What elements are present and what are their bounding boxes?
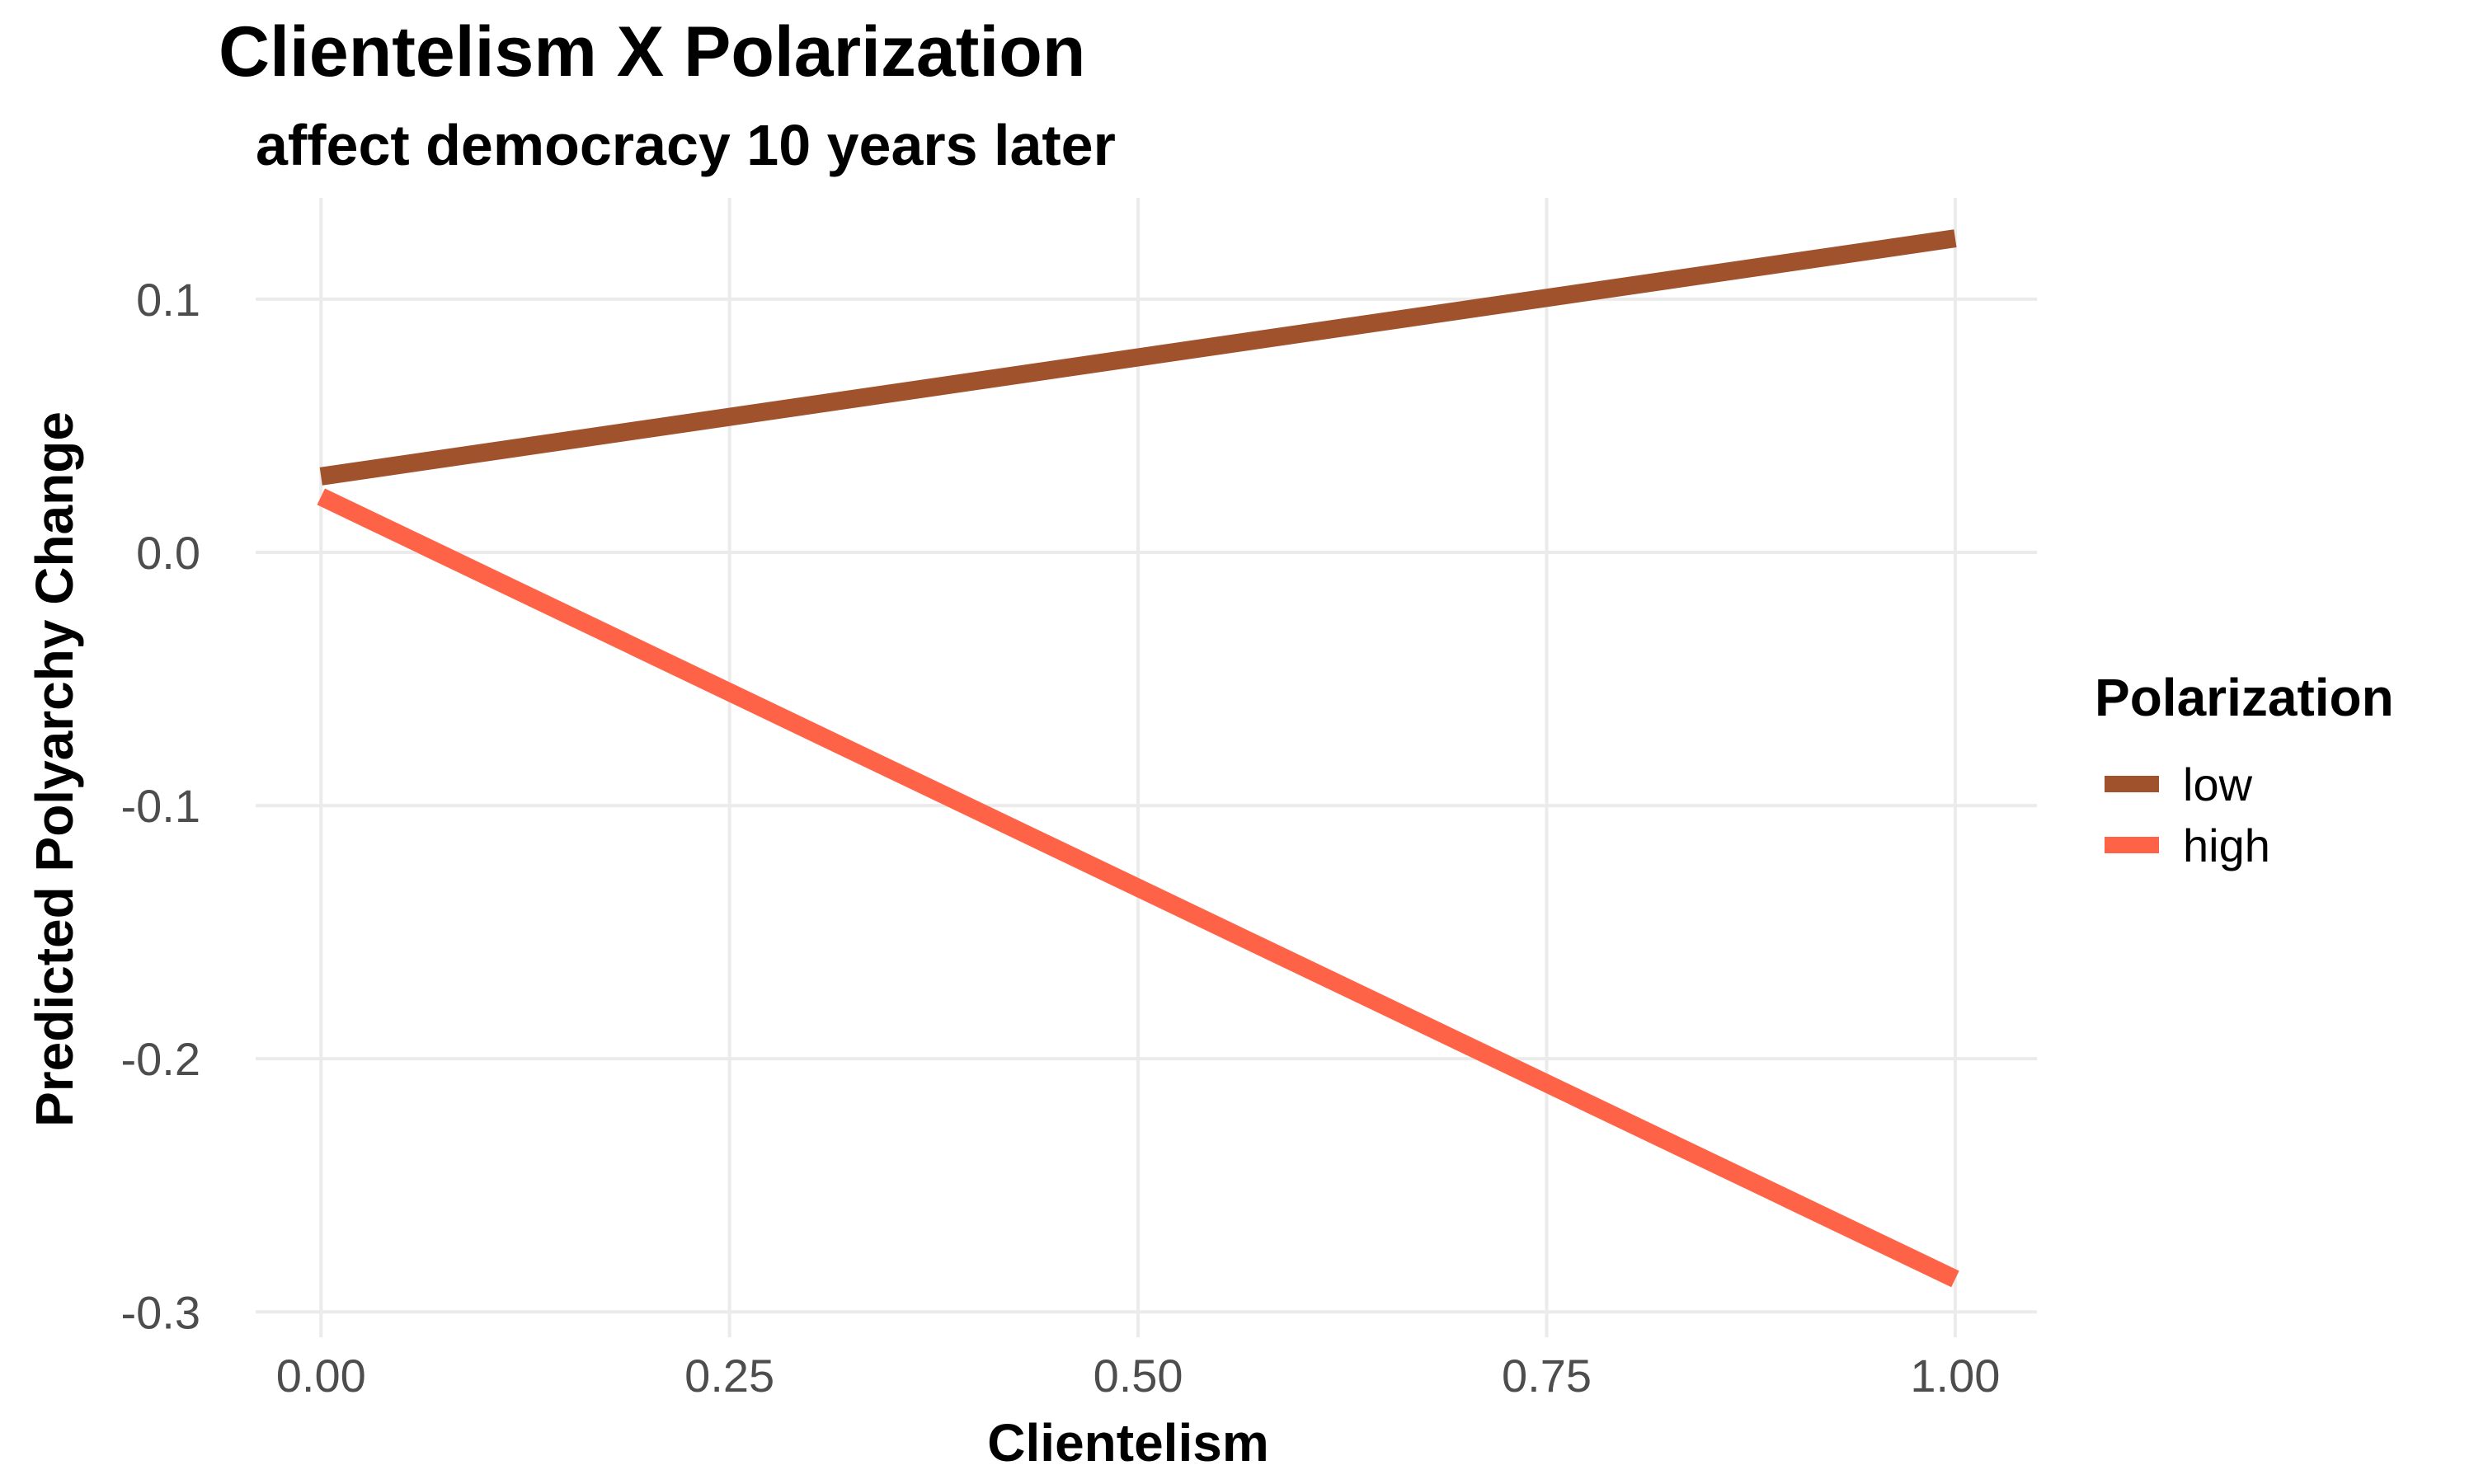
y-tick-label: -0.2 [121,1033,201,1085]
legend-title: Polarization [2095,668,2394,727]
y-tick-label: 0.0 [136,527,200,579]
plot-lines [317,229,1959,1288]
x-tick-label: 0.50 [1094,1350,1183,1402]
series-line-low [319,229,1957,486]
y-tick-label: 0.1 [136,274,200,326]
x-tick-label: 0.25 [684,1350,774,1402]
x-axis-ticks: 0.00 0.25 0.50 0.75 1.00 [276,1350,2001,1402]
y-tick-label: -0.3 [121,1286,201,1338]
legend-label-high: high [2183,819,2270,871]
grid [256,198,2037,1337]
x-tick-label: 0.00 [276,1350,366,1402]
y-axis-ticks: -0.3 -0.2 -0.1 0.0 0.1 [121,274,201,1338]
chart-title: Clientelism X Polarization [219,12,1085,92]
legend-label-low: low [2183,758,2253,810]
x-tick-label: 0.75 [1502,1350,1592,1402]
y-axis-title: Predicted Polyarchy Change [25,411,84,1127]
y-tick-label: -0.1 [121,780,201,832]
chart-subtitle: affect democracy 10 years later [256,113,1116,177]
series-line-high [317,488,1959,1288]
x-axis-title: Clientelism [987,1413,1268,1472]
x-tick-label: 1.00 [1910,1350,2000,1402]
legend-items: low high [2105,758,2270,871]
legend: Polarization low high [2095,668,2394,871]
